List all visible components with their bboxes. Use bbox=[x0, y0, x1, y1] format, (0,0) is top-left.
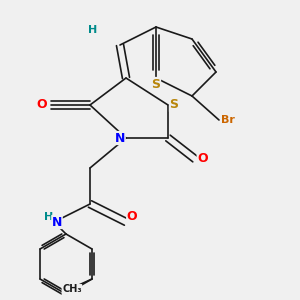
Text: O: O bbox=[127, 209, 137, 223]
Text: S: S bbox=[152, 77, 160, 91]
Text: S: S bbox=[169, 98, 178, 112]
Text: Br: Br bbox=[221, 115, 235, 125]
Text: H: H bbox=[88, 25, 98, 35]
Text: O: O bbox=[37, 98, 47, 112]
Text: O: O bbox=[197, 152, 208, 166]
Text: N: N bbox=[52, 215, 62, 229]
Text: H: H bbox=[44, 212, 53, 223]
Text: N: N bbox=[115, 131, 125, 145]
Text: CH₃: CH₃ bbox=[62, 284, 82, 295]
